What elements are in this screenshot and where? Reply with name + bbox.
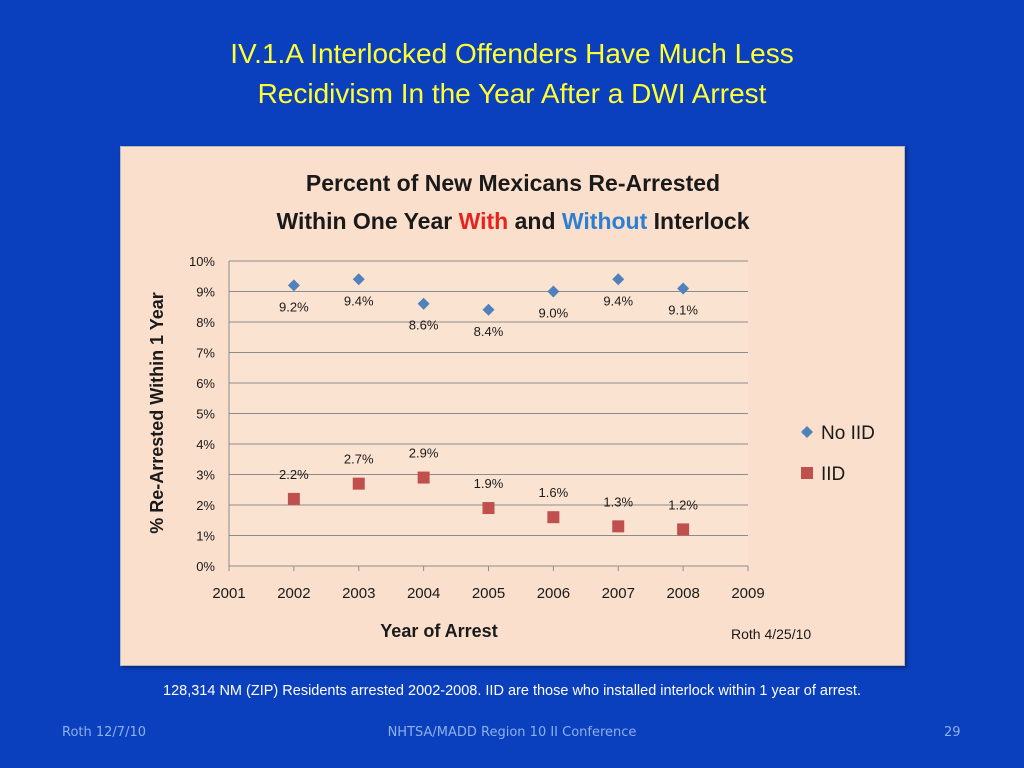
x-tick-label: 2005 [472, 585, 505, 602]
chart-title-line-1: Percent of New Mexicans Re-Arrested [306, 170, 720, 196]
x-tick-label: 2002 [277, 585, 310, 602]
chart-panel: Percent of New Mexicans Re-Arrested Withi… [120, 146, 905, 666]
y-tick-label: 8% [196, 315, 215, 330]
slide-caption: 128,314 NM (ZIP) Residents arrested 2002… [163, 683, 861, 699]
legend-iid-label: IID [821, 464, 845, 485]
y-tick-label: 5% [196, 407, 215, 422]
iid-point [677, 523, 690, 536]
no-iid-data-label: 8.6% [409, 318, 439, 333]
y-tick-label: 9% [196, 285, 215, 300]
iid-point [287, 492, 300, 505]
no-iid-point [482, 303, 495, 316]
iid-point [612, 520, 625, 533]
chart-title-part: Interlock [647, 208, 749, 234]
recidivism-chart: Percent of New Mexicans Re-Arrested Withi… [147, 170, 875, 642]
no-iid-data-label: 9.2% [279, 299, 309, 314]
y-tick-label: 4% [196, 437, 215, 452]
iid-data-label: 2.7% [344, 452, 374, 467]
y-tick-label: 10% [189, 254, 215, 269]
slide-title: IV.1.A Interlocked Offenders Have Much L… [0, 34, 1024, 114]
legend-iid-icon [801, 467, 813, 479]
footer-date: Roth 12/7/10 [62, 725, 146, 740]
x-tick-label: 2001 [212, 585, 245, 602]
x-axis-title: Year of Arrest [380, 621, 497, 641]
chart-title-line-2: Within One Year With and Without Interlo… [276, 208, 749, 234]
chart-title-part: Within One Year [276, 208, 458, 234]
x-tick-label: 2003 [342, 585, 375, 602]
y-tick-label: 0% [196, 559, 215, 574]
no-iid-data-label: 9.0% [539, 306, 569, 321]
x-tick-label: 2008 [666, 585, 699, 602]
no-iid-point [547, 285, 560, 298]
iid-data-label: 1.6% [539, 485, 569, 500]
no-iid-data-label: 9.4% [344, 293, 374, 308]
y-tick-label: 2% [196, 498, 215, 513]
footer-conference: NHTSA/MADD Region 10 II Conference [387, 725, 637, 740]
y-axis-title: % Re-Arrested Within 1 Year [147, 292, 167, 534]
x-tick-label: 2006 [537, 585, 570, 602]
iid-data-label: 1.9% [474, 476, 504, 491]
iid-data-label: 1.2% [668, 497, 698, 512]
no-iid-point [287, 279, 300, 292]
iid-point [417, 471, 430, 484]
footer-page-number: 29 [944, 725, 961, 740]
x-tick-label: 2004 [407, 585, 440, 602]
legend-no-iid-icon [801, 426, 813, 438]
no-iid-data-label: 9.1% [668, 302, 698, 317]
y-tick-label: 6% [196, 376, 215, 391]
chart-title-part: With [459, 208, 509, 234]
no-iid-data-label: 8.4% [474, 324, 504, 339]
iid-data-label: 2.9% [409, 446, 439, 461]
chart-title-part: and [508, 208, 562, 234]
x-tick-label: 2009 [731, 585, 764, 602]
legend-no-iid-label: No IID [821, 423, 875, 444]
no-iid-point [677, 282, 690, 295]
iid-point [352, 477, 365, 490]
x-tick-label: 2007 [602, 585, 635, 602]
iid-data-label: 1.3% [603, 494, 633, 509]
chart-title-part: Without [562, 208, 648, 234]
no-iid-data-label: 9.4% [603, 293, 633, 308]
chart-annotation: Roth 4/25/10 [731, 626, 811, 642]
slide-title-line-1: IV.1.A Interlocked Offenders Have Much L… [230, 38, 794, 69]
y-tick-label: 1% [196, 529, 215, 544]
slide-title-line-2: Recidivism In the Year After a DWI Arres… [257, 78, 767, 109]
iid-data-label: 2.2% [279, 467, 309, 482]
no-iid-point [417, 297, 430, 310]
iid-point [547, 511, 560, 524]
no-iid-point [352, 273, 365, 286]
y-tick-label: 7% [196, 346, 215, 361]
y-tick-label: 3% [196, 468, 215, 483]
iid-point [482, 502, 495, 515]
no-iid-point [612, 273, 625, 286]
